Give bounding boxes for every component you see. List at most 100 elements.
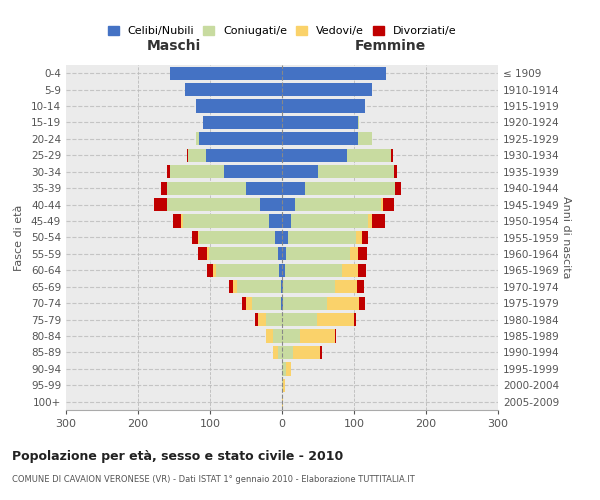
Y-axis label: Fasce di età: Fasce di età	[14, 204, 24, 270]
Bar	[206, 149, 282, 162]
Bar	[238, 280, 281, 293]
Bar	[167, 198, 260, 211]
Bar	[282, 313, 317, 326]
Bar	[335, 330, 336, 342]
Bar	[282, 362, 286, 376]
Text: Maschi: Maschi	[147, 40, 201, 54]
Bar	[283, 296, 326, 310]
Bar	[192, 231, 198, 244]
Bar	[285, 264, 343, 277]
Text: Femmine: Femmine	[355, 40, 425, 54]
Bar	[199, 132, 282, 145]
Bar	[182, 214, 269, 228]
Bar	[272, 346, 278, 359]
Bar	[286, 248, 350, 260]
Bar	[282, 296, 283, 310]
Bar	[167, 182, 246, 195]
Bar	[383, 198, 394, 211]
Bar	[187, 149, 188, 162]
Bar	[354, 313, 356, 326]
Bar	[282, 165, 318, 178]
Bar	[282, 116, 358, 129]
Bar	[260, 198, 282, 211]
Bar	[170, 165, 224, 178]
Bar	[161, 182, 167, 195]
Bar	[199, 231, 275, 244]
Bar	[286, 362, 292, 376]
Bar	[257, 313, 266, 326]
Bar	[343, 264, 358, 277]
Bar	[167, 165, 170, 178]
Bar	[229, 280, 233, 293]
Text: COMUNE DI CAVAION VERONESE (VR) - Dati ISTAT 1° gennaio 2010 - Elaborazione TUTT: COMUNE DI CAVAION VERONESE (VR) - Dati I…	[12, 475, 415, 484]
Bar	[350, 248, 358, 260]
Bar	[358, 264, 365, 277]
Bar	[347, 149, 391, 162]
Bar	[207, 248, 209, 260]
Bar	[357, 280, 364, 293]
Bar	[275, 231, 282, 244]
Bar	[246, 182, 282, 195]
Bar	[395, 182, 401, 195]
Bar	[372, 214, 385, 228]
Bar	[320, 346, 322, 359]
Bar	[300, 330, 335, 342]
Bar	[196, 100, 282, 112]
Bar	[282, 379, 283, 392]
Bar	[266, 330, 274, 342]
Bar	[213, 264, 216, 277]
Bar	[278, 346, 282, 359]
Bar	[170, 66, 282, 80]
Bar	[266, 313, 282, 326]
Bar	[290, 214, 368, 228]
Bar	[196, 132, 199, 145]
Bar	[356, 231, 362, 244]
Bar	[181, 214, 182, 228]
Bar	[368, 214, 372, 228]
Bar	[293, 346, 320, 359]
Bar	[256, 313, 257, 326]
Bar	[216, 264, 279, 277]
Bar	[326, 296, 359, 310]
Bar	[358, 248, 367, 260]
Bar	[391, 149, 393, 162]
Bar	[207, 264, 213, 277]
Bar	[358, 132, 372, 145]
Bar	[282, 83, 372, 96]
Bar	[282, 149, 347, 162]
Bar	[288, 231, 356, 244]
Bar	[282, 280, 283, 293]
Bar	[199, 248, 207, 260]
Bar	[281, 296, 282, 310]
Bar	[252, 296, 281, 310]
Bar	[295, 198, 382, 211]
Bar	[246, 296, 252, 310]
Bar	[185, 83, 282, 96]
Bar	[224, 165, 282, 178]
Bar	[269, 214, 282, 228]
Bar	[173, 214, 181, 228]
Bar	[282, 182, 305, 195]
Bar	[282, 346, 293, 359]
Bar	[335, 280, 357, 293]
Y-axis label: Anni di nascita: Anni di nascita	[561, 196, 571, 279]
Bar	[282, 248, 286, 260]
Bar	[233, 280, 238, 293]
Bar	[282, 264, 285, 277]
Bar	[359, 296, 365, 310]
Bar	[394, 165, 397, 178]
Bar	[362, 231, 368, 244]
Legend: Celibi/Nubili, Coniugati/e, Vedovi/e, Divorziati/e: Celibi/Nubili, Coniugati/e, Vedovi/e, Di…	[104, 22, 460, 40]
Bar	[282, 214, 290, 228]
Bar	[282, 66, 386, 80]
Bar	[278, 248, 282, 260]
Bar	[282, 330, 300, 342]
Bar	[283, 280, 335, 293]
Bar	[282, 132, 358, 145]
Bar	[154, 198, 167, 211]
Text: Popolazione per età, sesso e stato civile - 2010: Popolazione per età, sesso e stato civil…	[12, 450, 343, 463]
Bar	[281, 280, 282, 293]
Bar	[279, 264, 282, 277]
Bar	[282, 100, 365, 112]
Bar	[382, 198, 383, 211]
